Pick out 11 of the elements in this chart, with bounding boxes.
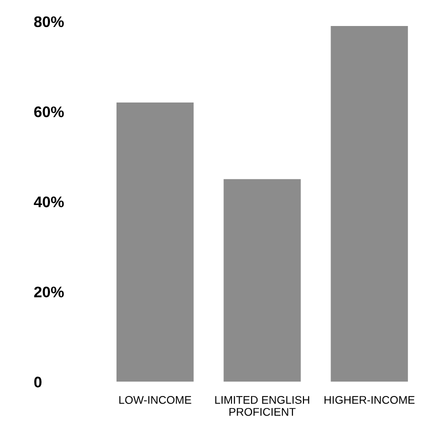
- y-tick-label: 0: [34, 376, 42, 388]
- y-tick-label: 20%: [34, 286, 64, 298]
- x-tick-label: HIGHER-INCOME: [324, 396, 415, 404]
- y-tick-label: 40%: [34, 196, 64, 208]
- bar: [116, 102, 194, 382]
- y-tick-label: 60%: [34, 106, 64, 118]
- bar: [224, 179, 301, 382]
- y-tick-label: 80%: [34, 16, 64, 28]
- bar: [330, 26, 408, 382]
- x-tick-label: LIMITED ENGLISH PROFICIENT: [215, 396, 310, 416]
- x-tick-label: LOW-INCOME: [119, 396, 192, 404]
